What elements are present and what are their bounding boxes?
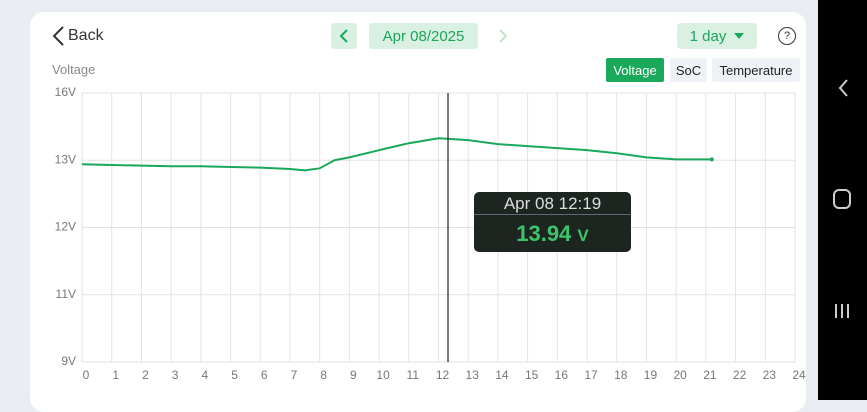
- end-dot: [709, 157, 714, 162]
- x-tick-label: 1: [112, 368, 119, 382]
- back-button[interactable]: Back: [50, 24, 104, 48]
- x-tick-label: 17: [584, 368, 598, 382]
- x-tick-label: 24: [792, 368, 806, 382]
- y-tick-label: 12V: [55, 220, 76, 234]
- x-tick-label: 12: [436, 368, 450, 382]
- tab-voltage[interactable]: Voltage: [606, 58, 664, 82]
- help-button[interactable]: ?: [778, 27, 796, 45]
- y-tick-label: 9V: [61, 354, 76, 368]
- chart: 0 1 2 3 4 5 6 7 8 9 10 11 12 13 14 15 16 17 18 19 20 21 22 23 24…: [55, 85, 806, 382]
- y-tick-label: 11V: [56, 287, 76, 301]
- x-tick-label: 0: [83, 368, 90, 382]
- next-day[interactable]: [490, 23, 516, 49]
- tooltip-time: Apr 08 12:19: [474, 192, 631, 215]
- x-tick-label: 10: [376, 368, 390, 382]
- tooltip: Apr 08 12:19 13.94 V: [474, 192, 631, 252]
- screen: Back Apr 08/2025 1 day ? Voltage Voltage…: [30, 0, 867, 412]
- x-tick-label: 2: [142, 368, 149, 382]
- next-icon: [499, 29, 508, 43]
- y-axis-title: Voltage: [52, 62, 96, 77]
- tab-soc[interactable]: SoC: [670, 58, 707, 82]
- x-tick-label: 14: [495, 368, 509, 382]
- prev-icon: [339, 29, 348, 43]
- x-tick-label: 11: [407, 368, 420, 382]
- x-tick-label: 19: [644, 368, 658, 382]
- x-tick-label: 13: [466, 368, 480, 382]
- x-tick-label: 23: [763, 368, 777, 382]
- tooltip-unit: V: [577, 226, 589, 245]
- x-tick-label: 3: [172, 368, 179, 382]
- prev-day[interactable]: [331, 23, 357, 49]
- back-label: Back: [68, 27, 104, 44]
- x-tick-label: 4: [201, 368, 208, 382]
- x-tick-label: 9: [350, 368, 357, 382]
- nav-icons: [833, 79, 851, 318]
- x-tick-label: 5: [231, 368, 238, 382]
- back-icon: [52, 26, 64, 46]
- x-tick-label: 7: [291, 368, 298, 382]
- range-label: 1 day: [689, 27, 727, 45]
- x-tick-label: 6: [261, 368, 268, 382]
- tooltip-value-row: 13.94 V: [474, 215, 631, 247]
- tab-temperature[interactable]: Temperature: [712, 58, 800, 82]
- y-tick-label: 13V: [55, 152, 76, 166]
- voltage-line: [81, 137, 712, 172]
- x-tick-label: 21: [703, 368, 717, 382]
- x-tick-label: 8: [320, 368, 327, 382]
- range-select[interactable]: 1 day: [677, 23, 757, 49]
- x-tick-label: 18: [614, 368, 628, 382]
- date-picker[interactable]: Apr 08/2025: [369, 23, 478, 49]
- x-tick-label: 16: [555, 368, 569, 382]
- y-tick-label: 16V: [55, 85, 76, 99]
- tooltip-value: 13.94: [516, 221, 572, 246]
- x-tick-label: 22: [733, 368, 747, 382]
- android-nav: [818, 0, 867, 400]
- x-tick-label: 15: [525, 368, 539, 382]
- caret: [734, 33, 745, 39]
- x-tick-label: 20: [673, 368, 687, 382]
